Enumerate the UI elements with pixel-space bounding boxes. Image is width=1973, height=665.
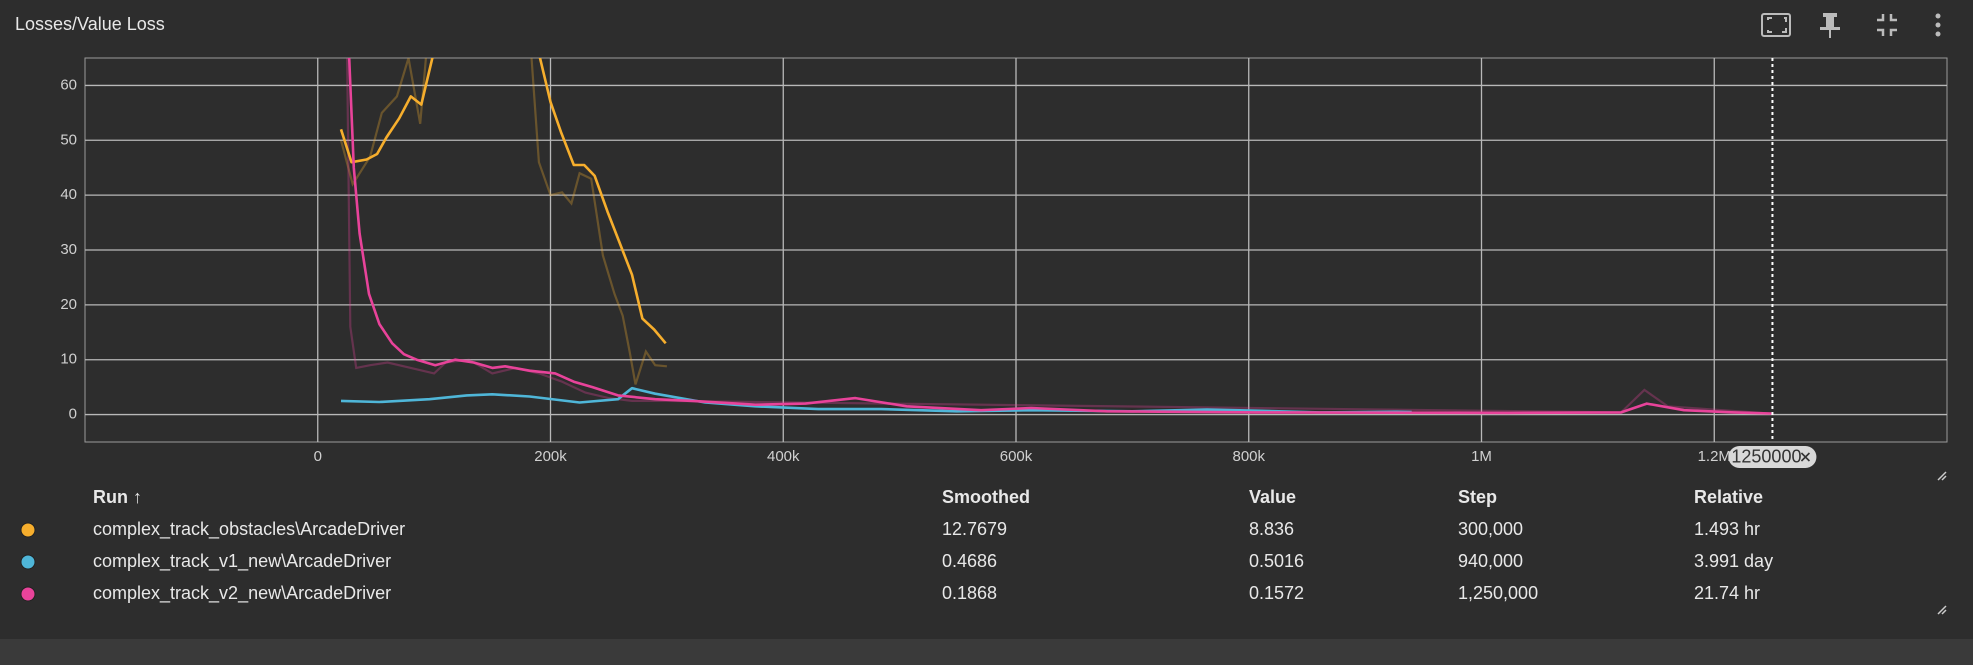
table-cell: 21.74 hr: [1694, 583, 1760, 603]
run-name: complex_track_obstacles\ArcadeDriver: [93, 519, 405, 540]
x-tick-label: 1.2M: [1698, 448, 1731, 465]
table-cell: 300,000: [1458, 519, 1523, 539]
table-cell: 0.1868: [942, 583, 997, 603]
y-tick-label: 20: [60, 296, 77, 313]
x-tick-label: 400k: [767, 448, 800, 465]
y-tick-label: 0: [69, 406, 77, 423]
run-name: complex_track_v2_new\ArcadeDriver: [93, 583, 391, 604]
run-color-dot[interactable]: [20, 586, 36, 602]
cursor-label: 1250000: [1731, 446, 1801, 466]
table-cell: 0.5016: [1249, 551, 1304, 571]
table-cell: 1.493 hr: [1694, 519, 1760, 539]
column-header: Smoothed: [942, 487, 1030, 507]
y-tick-label: 30: [60, 241, 77, 258]
run-color-dot[interactable]: [20, 522, 36, 538]
y-tick-label: 40: [60, 186, 77, 203]
menu-button[interactable]: [1935, 13, 1941, 37]
run-color-dot[interactable]: [20, 554, 36, 570]
table-cell: 940,000: [1458, 551, 1523, 571]
table-cell: 8.836: [1249, 519, 1294, 539]
x-tick-label: 600k: [1000, 448, 1033, 465]
resize-handle: [1937, 605, 1947, 615]
cursor-close[interactable]: [1800, 452, 1811, 462]
y-tick-label: 50: [60, 131, 77, 148]
fit-button[interactable]: [1761, 13, 1791, 37]
column-header: Value: [1249, 487, 1296, 507]
resize-handle: [1937, 471, 1947, 481]
x-tick-label: 0: [314, 448, 322, 465]
table-cell: 0.1572: [1249, 583, 1304, 603]
column-header[interactable]: Run ↑: [93, 487, 142, 507]
x-tick-label: 800k: [1232, 448, 1265, 465]
y-tick-label: 60: [60, 76, 77, 93]
run-name: complex_track_v1_new\ArcadeDriver: [93, 551, 391, 572]
x-tick-label: 1M: [1471, 448, 1492, 465]
raw-line: [339, 58, 668, 385]
table-cell: 12.7679: [942, 519, 1007, 539]
table-cell: 0.4686: [942, 551, 997, 571]
raw-line: [346, 58, 1773, 415]
smoothed-line: [339, 58, 667, 345]
footer-bar: [0, 639, 1973, 665]
x-tick-label: 200k: [534, 448, 567, 465]
table-cell: 3.991 day: [1694, 551, 1773, 571]
pin-button[interactable]: [1820, 13, 1840, 38]
table-cell: 1,250,000: [1458, 583, 1538, 603]
cursor-chip[interactable]: [1728, 446, 1817, 468]
column-header: Step: [1458, 487, 1497, 507]
smoothed-line: [347, 58, 1772, 415]
column-header: Relative: [1694, 487, 1763, 507]
card-title: Losses/Value Loss: [15, 14, 165, 34]
y-tick-label: 10: [60, 351, 77, 368]
collapse-button[interactable]: [1877, 14, 1897, 36]
